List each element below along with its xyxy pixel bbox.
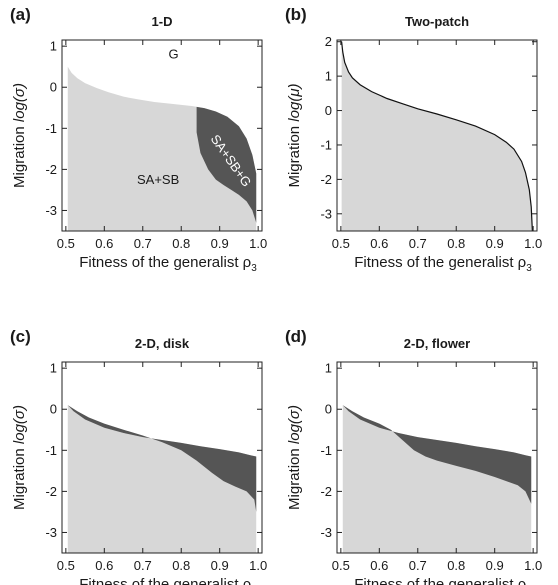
region-light <box>342 405 532 553</box>
region-dark <box>196 106 257 223</box>
boundary-line <box>341 41 533 232</box>
y-tick-label: 0 <box>325 103 332 118</box>
y-tick-label: -3 <box>320 525 332 540</box>
x-tick-label: 1.0 <box>524 558 542 573</box>
y-tick-label: -2 <box>45 162 57 177</box>
plot-frame <box>336 361 538 554</box>
y-tick-label: -2 <box>320 172 332 187</box>
x-tick-label: 0.6 <box>370 236 388 251</box>
y-tick-label: -3 <box>320 206 332 221</box>
y-tick-label: -3 <box>45 525 57 540</box>
x-tick-label: 0.8 <box>172 236 190 251</box>
y-tick-label: -3 <box>45 203 57 218</box>
y-tick-label: -1 <box>320 443 332 458</box>
x-tick-label: 0.7 <box>134 558 152 573</box>
y-tick-label: 1 <box>325 69 332 84</box>
x-tick-label: 0.5 <box>57 558 75 573</box>
x-tick-label: 1.0 <box>249 558 267 573</box>
panel-label: (b) <box>285 5 307 24</box>
panel-title: Two-patch <box>405 14 469 29</box>
x-tick-label: 0.9 <box>211 558 229 573</box>
y-tick-label: -1 <box>45 121 57 136</box>
x-axis-label: Fitness of the generalist ρ3 <box>354 576 532 585</box>
region-light <box>341 41 533 232</box>
y-axis-label: Migration log(σ) <box>11 83 28 188</box>
x-tick-label: 0.7 <box>134 236 152 251</box>
panel-label: (c) <box>10 327 31 346</box>
y-axis-label: Migration log(σ) <box>286 405 303 510</box>
x-axis-label: Fitness of the generalist ρ3 <box>79 576 257 585</box>
panel-label: (d) <box>285 327 307 346</box>
x-tick-label: 0.6 <box>370 558 388 573</box>
plot-frame <box>61 39 263 232</box>
x-tick-label: 0.8 <box>447 558 465 573</box>
y-tick-label: 0 <box>325 402 332 417</box>
region-dark <box>67 405 257 512</box>
region-dark <box>342 405 532 504</box>
x-tick-label: 0.6 <box>95 236 113 251</box>
x-tick-label: 0.9 <box>211 236 229 251</box>
y-axis-label: Migration log(μ) <box>286 83 303 187</box>
x-tick-label: 0.8 <box>447 236 465 251</box>
region-light <box>67 405 257 553</box>
panel-d: 0.5 0.6 0.7 0.8 0.9 1.0 1 0 -1 -2 -3 (d) 2-D, flower… <box>285 327 542 585</box>
region-light <box>67 66 257 232</box>
x-tick-label: 1.0 <box>524 236 542 251</box>
x-tick-label: 0.6 <box>95 558 113 573</box>
x-tick-label: 0.9 <box>486 558 504 573</box>
x-tick-label: 0.5 <box>57 236 75 251</box>
panel-title: 2-D, flower <box>404 336 470 351</box>
region-annotation: G <box>168 46 178 61</box>
panel-label: (a) <box>10 5 31 24</box>
x-tick-label: 0.5 <box>332 558 350 573</box>
panel-title: 2-D, disk <box>135 336 190 351</box>
panel-c: 0.5 0.6 0.7 0.8 0.9 1.0 1 0 -1 -2 -3 (c) 2-D, disk Fi… <box>10 327 267 585</box>
y-tick-label: 1 <box>50 39 57 54</box>
panel-b: 0.5 0.6 0.7 0.8 0.9 1.0 2 1 0 -1 -2 -3 (b) Two-patch F… <box>285 5 542 274</box>
x-tick-label: 0.9 <box>486 236 504 251</box>
region-annotation: SA+SB <box>137 172 179 187</box>
x-tick-label: 0.7 <box>409 558 427 573</box>
x-tick-label: 0.7 <box>409 236 427 251</box>
x-tick-label: 0.5 <box>332 236 350 251</box>
x-tick-label: 1.0 <box>249 236 267 251</box>
y-tick-label: 1 <box>325 361 332 376</box>
plot-frame <box>61 361 263 554</box>
x-axis-label: Fitness of the generalist ρ3 <box>354 254 532 274</box>
x-axis-label: Fitness of the generalist ρ3 <box>79 254 257 274</box>
plot-frame <box>336 39 538 232</box>
y-tick-label: 0 <box>50 402 57 417</box>
y-tick-label: 0 <box>50 80 57 95</box>
y-tick-label: 2 <box>325 34 332 49</box>
y-tick-label: -2 <box>45 484 57 499</box>
y-axis-label: Migration log(σ) <box>11 405 28 510</box>
y-tick-label: -2 <box>320 484 332 499</box>
panel-a: 0.5 0.6 0.7 0.8 0.9 1.0 1 0 -1 -2 -3 (a) 1-D Fitness … <box>10 5 267 274</box>
x-tick-label: 0.8 <box>172 558 190 573</box>
y-tick-label: -1 <box>320 137 332 152</box>
y-tick-label: -1 <box>45 443 57 458</box>
panel-title: 1-D <box>152 14 173 29</box>
y-tick-label: 1 <box>50 361 57 376</box>
